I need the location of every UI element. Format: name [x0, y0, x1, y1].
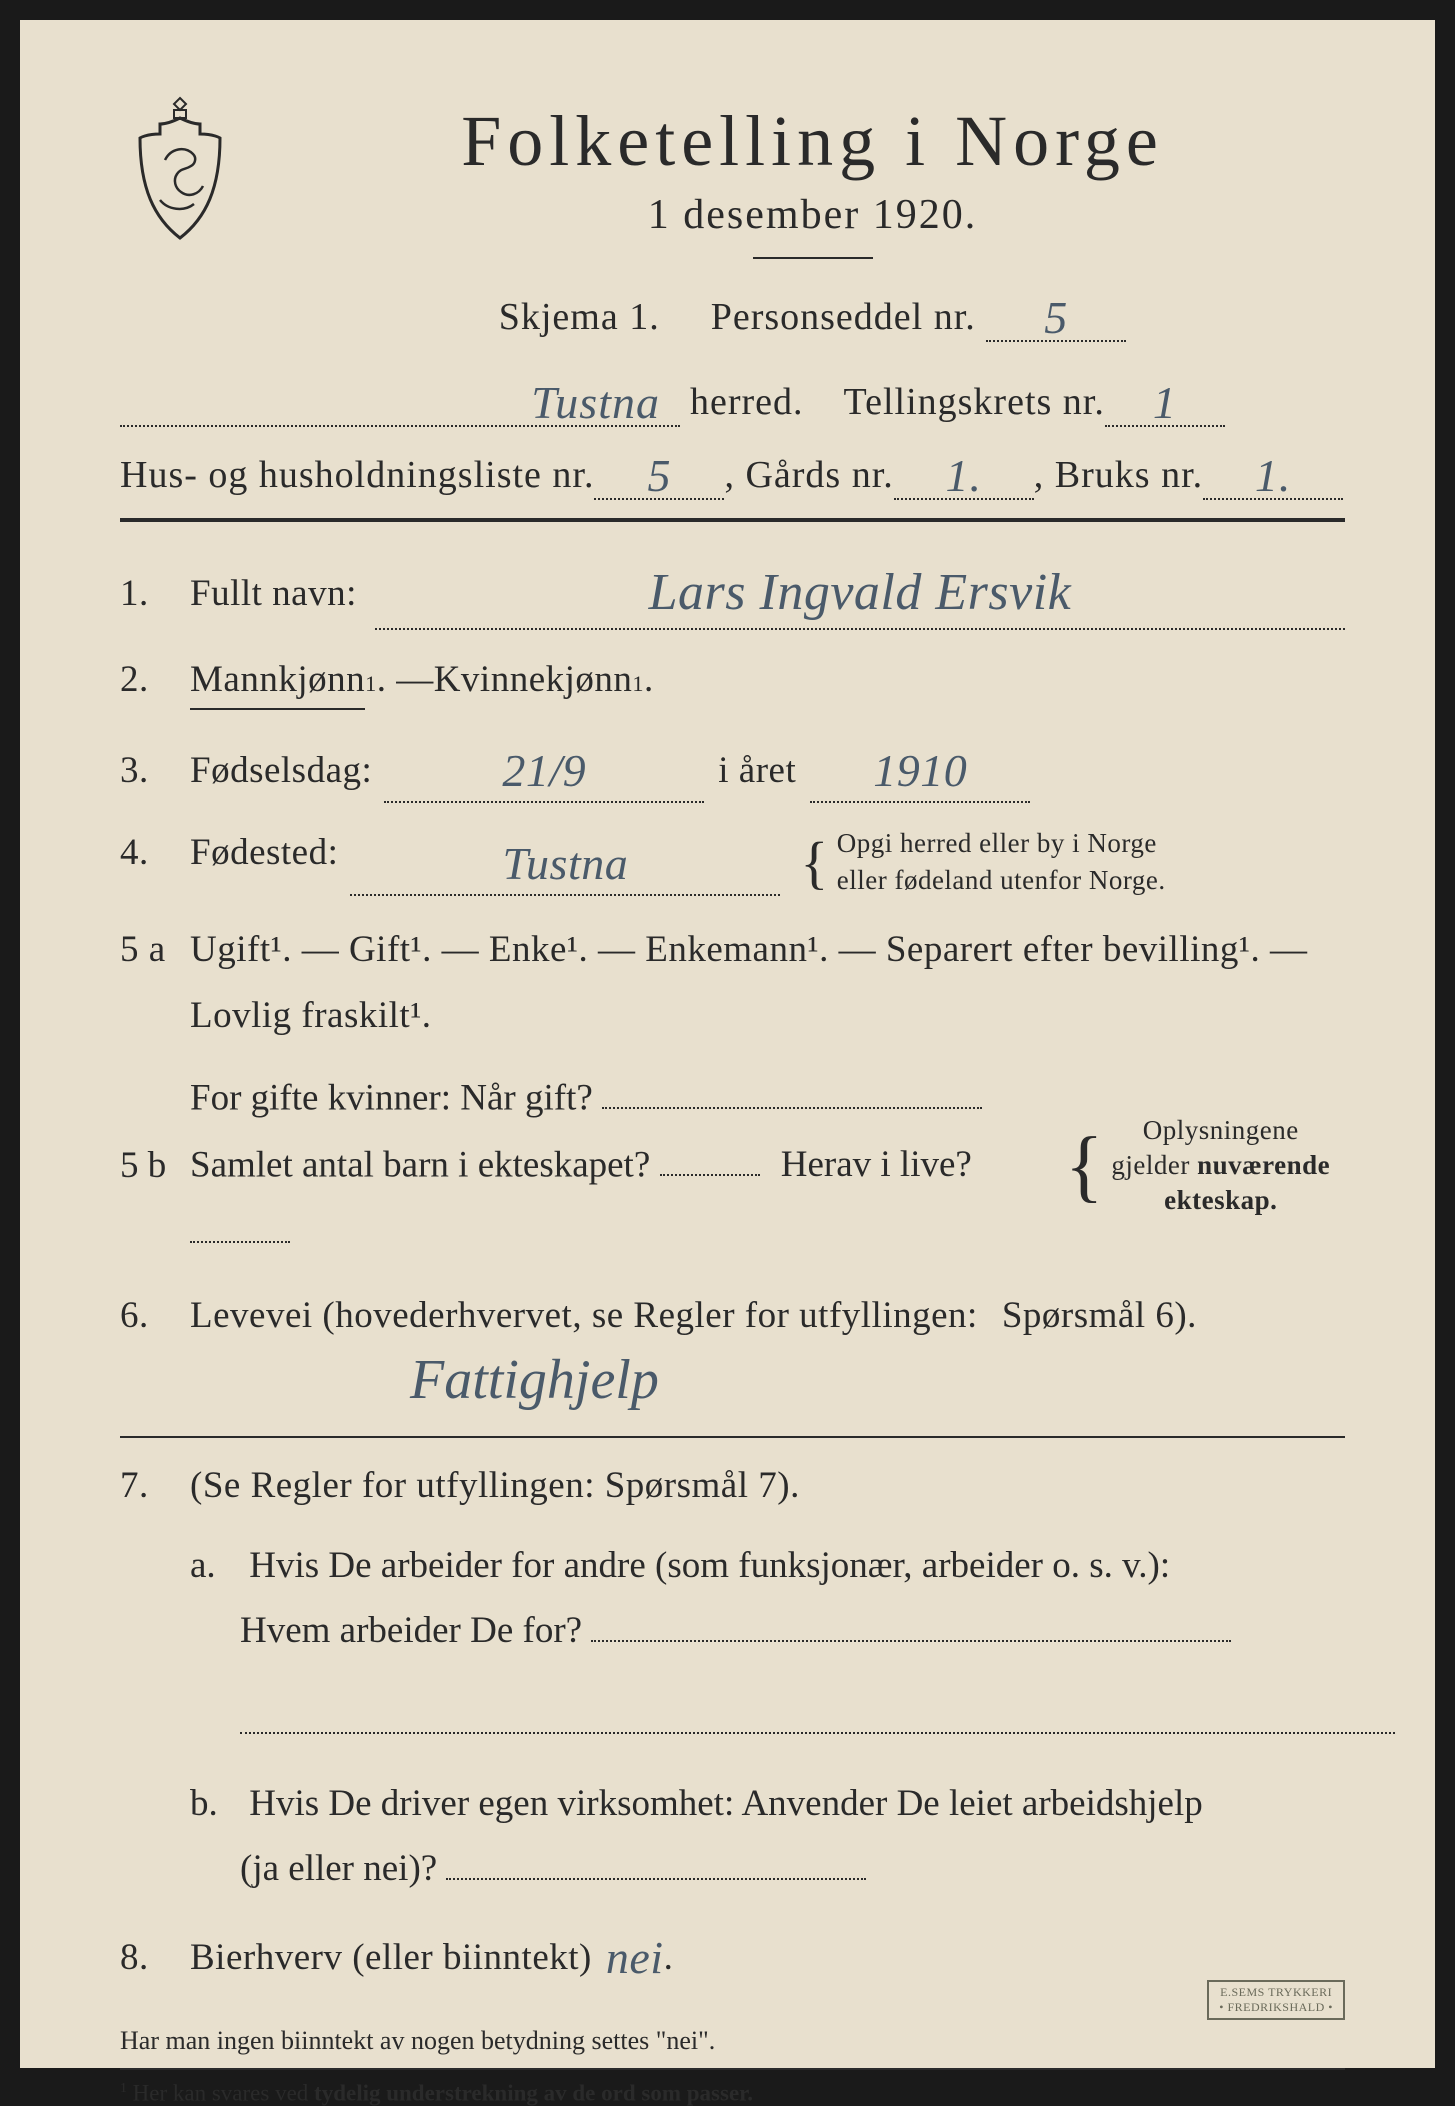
q7a-text2: Hvem arbeider De for?: [190, 1610, 582, 1651]
q2-kvinne: Kvinnekjønn: [434, 652, 633, 708]
krets-nr: 1: [1153, 376, 1177, 429]
q4-note1: Opgi herred eller by i Norge: [837, 828, 1157, 858]
gards-nr: 1.: [946, 449, 983, 502]
q6-label2: Spørsmål 6).: [1002, 1288, 1197, 1344]
q7a: a. Hvis De arbeider for andre (som funks…: [120, 1535, 1345, 1754]
q3-label: Fødselsdag:: [190, 743, 372, 799]
q7-num: 7.: [120, 1458, 190, 1514]
q3: 3. Fødselsdag: 21/9 i året 1910: [120, 732, 1345, 803]
rule-bottom: [120, 2068, 1345, 2070]
title-block: Folketelling i Norge 1 desember 1920. Sk…: [280, 90, 1345, 362]
q5b-note2b: nuværende: [1197, 1150, 1330, 1180]
census-form-page: Folketelling i Norge 1 desember 1920. Sk…: [20, 20, 1435, 2068]
husliste-label: Hus- og husholdningsliste nr.: [120, 453, 594, 497]
title-divider: [753, 257, 873, 259]
q7b-text2: (ja eller nei)?: [190, 1848, 437, 1889]
q7: 7. (Se Regler for utfyllingen: Spørsmål …: [120, 1458, 1345, 1514]
q1-num: 1.: [120, 566, 190, 622]
coat-of-arms-icon: [120, 90, 240, 250]
q5b-num: 5 b: [120, 1144, 190, 1187]
q6-value: Fattighjelp: [410, 1348, 659, 1412]
q6-label: Levevei (hovederhvervet, se Regler for u…: [190, 1288, 978, 1344]
q3-mid: i året: [718, 743, 796, 799]
q7b-text1: Hvis De driver egen virksomhet: Anvender…: [249, 1783, 1203, 1824]
rule-top: [120, 518, 1345, 522]
q1: 1. Fullt navn: Lars Ingvald Ersvik: [120, 550, 1345, 630]
q4: 4. Fødested: Tustna { Opgi herred eller …: [120, 825, 1345, 901]
q8-label: Bierhverv (eller biinntekt): [190, 1930, 592, 1986]
q5a-num: 5 a: [120, 922, 190, 978]
q4-note-brace: { Opgi herred eller by i Norge eller fød…: [800, 825, 1345, 901]
q5b-l2a: Samlet antal barn i ekteskapet?: [190, 1144, 650, 1185]
q1-value: Lars Ingvald Ersvik: [649, 554, 1072, 632]
q7-label: (Se Regler for utfyllingen: Spørsmål 7).: [190, 1458, 800, 1514]
footnote: Har man ingen biinntekt av nogen betydni…: [120, 2026, 1345, 2056]
printer-stamp: E.SEMS TRYKKERI• FREDRIKSHALD •: [1207, 1980, 1345, 2020]
q5b-l2b: Herav i live?: [781, 1144, 972, 1185]
rule-mid: [120, 1436, 1345, 1438]
q5b-note1: Oplysningene: [1143, 1115, 1299, 1145]
q4-num: 4.: [120, 825, 190, 881]
bottom-note: 1 Her kan svares ved tydelig understrekn…: [120, 2080, 1345, 2106]
q3-num: 3.: [120, 743, 190, 799]
q7a-text1: Hvis De arbeider for andre (som funksjon…: [249, 1545, 1170, 1586]
q6: 6. Levevei (hovederhvervet, se Regler fo…: [120, 1288, 1345, 1344]
gards-label: , Gårds nr.: [724, 453, 893, 497]
q1-label: Fullt navn:: [190, 566, 357, 622]
q3-year: 1910: [873, 736, 967, 805]
q5b-note3: ekteskap.: [1164, 1185, 1277, 1215]
main-title: Folketelling i Norge: [280, 100, 1345, 183]
q6-num: 6.: [120, 1288, 190, 1344]
herred-name: Tustna: [531, 376, 660, 429]
personseddel-nr: 5: [1044, 291, 1068, 344]
herred-line: Tustna herred. Tellingskrets nr. 1: [120, 372, 1345, 427]
subtitle-date: 1 desember 1920.: [280, 191, 1345, 239]
q3-day: 21/9: [502, 736, 586, 805]
q2: 2. Mannkjønn1. — Kvinnekjønn1.: [120, 652, 1345, 710]
q8-num: 8.: [120, 1930, 190, 1986]
q5b-note: { Oplysningene gjelder nuværende ekteska…: [1065, 1113, 1345, 1218]
q7b-letter: b.: [190, 1773, 240, 1836]
bruks-nr: 1.: [1255, 449, 1292, 502]
q5b: 5 b For gifte kvinner: Når gift? Samlet …: [120, 1065, 1345, 1266]
q4-note2: eller fødeland utenfor Norge.: [837, 865, 1166, 895]
husliste-nr: 5: [647, 449, 671, 502]
q5b-l1: For gifte kvinner: Når gift?: [190, 1077, 593, 1118]
q6-answer: Fattighjelp: [120, 1344, 1345, 1408]
header: Folketelling i Norge 1 desember 1920. Sk…: [120, 90, 1345, 362]
q7b: b. Hvis De driver egen virksomhet: Anven…: [120, 1773, 1345, 1901]
hus-line: Hus- og husholdningsliste nr. 5 , Gårds …: [120, 445, 1345, 500]
personseddel-label: Personseddel nr.: [711, 296, 976, 338]
q5a-text: Ugift¹. — Gift¹. — Enke¹. — Enkemann¹. —…: [190, 922, 1345, 978]
q5a: 5 a Ugift¹. — Gift¹. — Enke¹. — Enkemann…: [120, 922, 1345, 978]
q8-value: nei: [606, 1923, 664, 1992]
herred-label: herred.: [690, 380, 804, 424]
q2-num: 2.: [120, 652, 190, 708]
q7a-letter: a.: [190, 1535, 240, 1598]
q8: 8. Bierhverv (eller biinntekt) nei .: [120, 1919, 1345, 1988]
q2-mann: Mannkjønn: [190, 652, 365, 710]
skjema-label: Skjema 1.: [499, 296, 660, 338]
bruks-label: , Bruks nr.: [1034, 453, 1203, 497]
skjema-line: Skjema 1. Personseddel nr. 5: [280, 287, 1345, 342]
krets-label: Tellingskrets nr.: [844, 380, 1105, 424]
q4-label: Fødested:: [190, 825, 338, 881]
q4-value: Tustna: [503, 829, 629, 898]
q5a-text2: Lovlig fraskilt¹.: [190, 988, 432, 1044]
q5a-cont: Lovlig fraskilt¹.: [120, 988, 1345, 1044]
